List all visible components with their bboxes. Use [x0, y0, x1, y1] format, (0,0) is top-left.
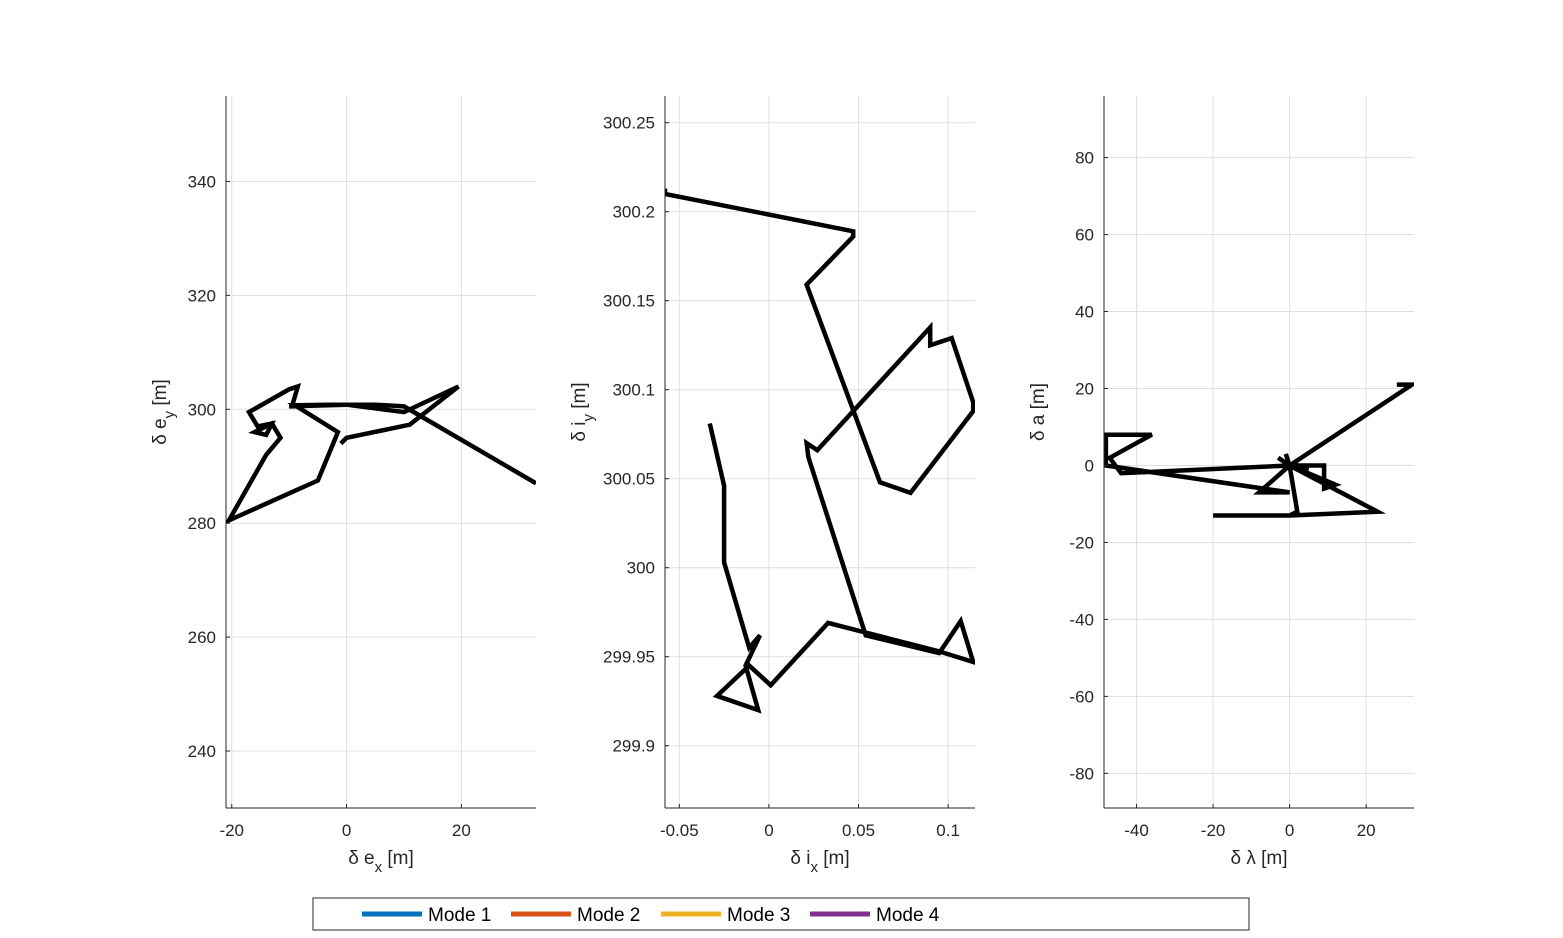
x-tick-label: 20	[452, 821, 471, 840]
legend: Mode 1 Mode 2 Mode 3 Mode 4	[312, 897, 1250, 931]
y-tick-label: 260	[188, 628, 216, 647]
x-axis-label: δ λ [m]	[1230, 848, 1287, 869]
legend-items: Mode 1 Mode 2 Mode 3 Mode 4	[362, 905, 940, 926]
x-tick-label: 0	[342, 821, 351, 840]
y-tick-label: 320	[188, 286, 216, 305]
legend-item: Mode 4	[810, 905, 940, 926]
x-tick-label: 0.05	[842, 821, 875, 840]
y-tick-label: 300	[627, 559, 655, 578]
y-axis-label: δ a [m]	[1028, 383, 1049, 441]
y-tick-label: -40	[1069, 610, 1094, 629]
subplot-ecc: -20 0 20 240 260 280 300 320 340 δ ex [m] δ ey [m]	[150, 96, 537, 876]
x-tick-label: -40	[1124, 821, 1149, 840]
y-tick-label: 299.9	[612, 737, 655, 756]
y-tick-label: 300.2	[612, 203, 655, 222]
y-tick-label: 240	[188, 742, 216, 761]
y-tick-label: -20	[1069, 533, 1094, 552]
legend-label: Mode 4	[876, 905, 940, 926]
legend-item: Mode 3	[661, 905, 790, 926]
plots: -20 0 20 240 260 280 300 320 340 δ ex [m] δ ey [m]…	[150, 96, 1414, 876]
subplot-lambda: -40 -20 0 20 -80 -60 -40 -20 0 20 40 60 80 δ λ [m] δ a…	[1028, 96, 1414, 869]
legend-label: Mode 1	[428, 905, 491, 926]
y-axis-label: δ ey [m]	[150, 379, 178, 445]
x-tick-label: 0	[764, 821, 773, 840]
y-tick-label: 280	[188, 514, 216, 533]
y-tick-label: 300.15	[603, 292, 655, 311]
y-axis-label: δ iy [m]	[569, 382, 597, 441]
y-tick-label: 340	[188, 172, 216, 191]
x-tick-label: 0.1	[936, 821, 960, 840]
y-tick-label: 300.25	[603, 114, 655, 133]
y-tick-label: 299.95	[603, 648, 655, 667]
legend-item: Mode 1	[362, 905, 491, 926]
y-tick-label: 40	[1075, 303, 1094, 322]
series-line	[665, 188, 975, 714]
x-axis-label: δ ex [m]	[348, 848, 414, 876]
y-tick-label: -80	[1069, 764, 1094, 783]
series-line	[226, 383, 536, 525]
y-tick-label: -60	[1069, 687, 1094, 706]
y-tick-label: 20	[1075, 379, 1094, 398]
y-tick-label: 300.05	[603, 470, 655, 489]
x-tick-label: -0.05	[660, 821, 699, 840]
y-tick-label: 300.1	[612, 381, 655, 400]
legend-label: Mode 3	[727, 905, 790, 926]
legend-box	[312, 897, 1250, 931]
y-tick-label: 60	[1075, 226, 1094, 245]
x-tick-label: 0	[1285, 821, 1294, 840]
y-tick-label: 80	[1075, 149, 1094, 168]
y-tick-label: 0	[1085, 456, 1094, 475]
x-tick-label: -20	[219, 821, 244, 840]
subplot-inc: -0.05 0 0.05 0.1 299.9 299.95 300 300.05 300.1 30…	[569, 96, 975, 876]
legend-item: Mode 2	[511, 905, 640, 926]
legend-label: Mode 2	[577, 905, 640, 926]
x-tick-label: 20	[1357, 821, 1376, 840]
y-tick-label: 300	[188, 400, 216, 419]
x-tick-label: -20	[1201, 821, 1226, 840]
x-axis-label: δ ix [m]	[790, 848, 849, 876]
